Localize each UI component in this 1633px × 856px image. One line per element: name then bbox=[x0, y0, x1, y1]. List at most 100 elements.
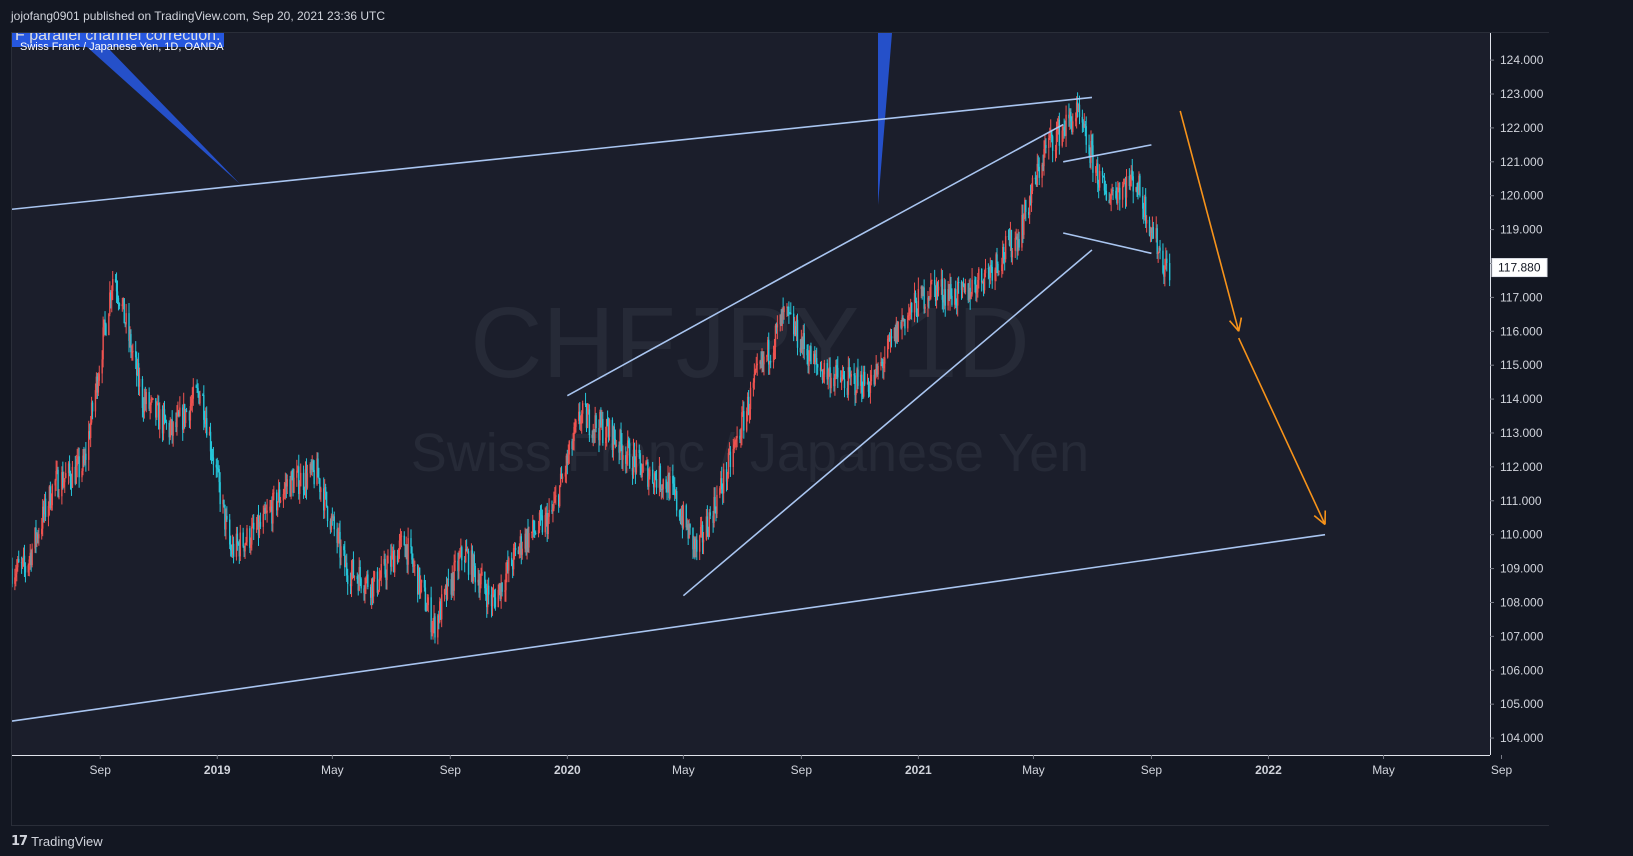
candle-body bbox=[613, 426, 616, 439]
candle-body bbox=[520, 536, 522, 555]
candle-body bbox=[732, 448, 734, 468]
time-axis[interactable]: Sep 2019 May Sep 2020 May Sep 2021 May Sep 2022 May… bbox=[12, 755, 1549, 826]
candle-body bbox=[621, 444, 623, 460]
candle-body bbox=[835, 365, 837, 377]
candle-body bbox=[470, 550, 473, 575]
trendline[interactable] bbox=[1063, 232, 1152, 255]
candle-body bbox=[1142, 195, 1144, 209]
candle-body bbox=[414, 564, 416, 566]
candle-body bbox=[102, 327, 104, 360]
arrow-head bbox=[1228, 320, 1240, 332]
candle-body bbox=[122, 298, 124, 305]
candle-body bbox=[340, 546, 342, 558]
candle-body bbox=[706, 516, 709, 533]
candle-body bbox=[633, 449, 636, 458]
candle-body bbox=[83, 455, 85, 464]
candle-body bbox=[451, 573, 453, 595]
candle-body bbox=[1007, 236, 1010, 238]
candle-body bbox=[1003, 246, 1005, 258]
candle-body bbox=[440, 601, 442, 620]
candle-body bbox=[559, 473, 562, 486]
candle-body bbox=[1101, 171, 1104, 176]
top-bar: jojofang0901 published on TradingView.co… bbox=[0, 0, 1633, 32]
candle-body bbox=[753, 374, 756, 383]
candle-body bbox=[75, 465, 77, 484]
candle-body bbox=[67, 463, 70, 474]
trendline[interactable] bbox=[12, 96, 1093, 211]
candle-body bbox=[814, 353, 816, 362]
trendline[interactable] bbox=[12, 533, 1326, 722]
candle-body bbox=[438, 615, 440, 623]
chart-area[interactable]: CHFJPY, 1D Swiss Franc / Japanese Yen 10… bbox=[11, 32, 1549, 826]
arrow-head bbox=[1237, 317, 1243, 332]
tradingview-brand[interactable]: 17 TradingView bbox=[11, 834, 103, 849]
price-tick-label: 108.000 bbox=[1500, 595, 1544, 609]
candle-body bbox=[1028, 196, 1031, 215]
candle-body bbox=[1061, 130, 1063, 146]
arrow-drawing[interactable] bbox=[1179, 110, 1243, 332]
trendline[interactable] bbox=[682, 249, 1093, 597]
candle-body bbox=[511, 558, 513, 566]
candle-body bbox=[748, 409, 751, 415]
candle-body bbox=[914, 292, 917, 302]
candle-body bbox=[365, 578, 367, 590]
candle-body bbox=[893, 328, 896, 339]
candle-body bbox=[661, 489, 663, 491]
price-chart[interactable]: CHFJPY, 1D Swiss Franc / Japanese Yen 10… bbox=[12, 33, 1549, 826]
candle-body bbox=[196, 387, 198, 389]
candle-body bbox=[237, 543, 240, 545]
candle-body bbox=[397, 549, 400, 563]
candle-body bbox=[377, 590, 380, 593]
candle-body bbox=[917, 288, 920, 317]
candle-body bbox=[195, 386, 197, 388]
candle-body bbox=[464, 560, 466, 562]
trendline[interactable] bbox=[800, 123, 1064, 268]
arrow-drawing[interactable] bbox=[1237, 337, 1327, 526]
time-tick-label: May bbox=[1022, 763, 1045, 777]
candle-body bbox=[963, 286, 966, 292]
candle-body bbox=[320, 488, 322, 492]
candle-body bbox=[339, 531, 341, 558]
candle-body bbox=[802, 333, 804, 350]
candle-body bbox=[101, 359, 103, 374]
candle-body bbox=[372, 578, 375, 597]
candle-body bbox=[405, 544, 407, 557]
candle-body bbox=[944, 289, 946, 306]
candle-body bbox=[843, 379, 846, 389]
time-tick-label: May bbox=[1372, 763, 1395, 777]
callout-pointer bbox=[87, 47, 240, 184]
candle-body bbox=[980, 268, 983, 283]
drawings[interactable] bbox=[12, 96, 1327, 722]
candle-body bbox=[1030, 190, 1033, 203]
trendline[interactable] bbox=[1063, 144, 1152, 163]
candle-body bbox=[37, 534, 39, 539]
candle-body bbox=[298, 466, 300, 494]
candle-body bbox=[345, 562, 347, 568]
candle-body bbox=[908, 314, 910, 316]
last-price-label: 117.880 bbox=[1498, 261, 1541, 275]
candle-body bbox=[1045, 144, 1047, 148]
candle-body bbox=[548, 509, 550, 517]
candle-body bbox=[1088, 144, 1090, 154]
price-axis[interactable]: 104.000 105.000 106.000 107.000 108.000 109.0… bbox=[1490, 33, 1549, 826]
candle-body bbox=[262, 513, 264, 527]
candle-body bbox=[168, 422, 170, 438]
candle-body bbox=[667, 474, 669, 493]
candle-body bbox=[1064, 130, 1066, 136]
candle-body bbox=[606, 419, 609, 427]
candle-body bbox=[591, 435, 593, 438]
candle-body bbox=[91, 402, 94, 412]
candle-body bbox=[43, 498, 46, 515]
candle-body bbox=[1110, 193, 1112, 200]
candle-body bbox=[922, 287, 924, 296]
candle-body bbox=[486, 595, 488, 608]
candle-body bbox=[310, 464, 312, 470]
trendline[interactable] bbox=[566, 266, 802, 397]
candle-body bbox=[478, 579, 480, 593]
candle-body bbox=[794, 326, 797, 335]
annotation-note[interactable]: F parallel channel correction. bbox=[12, 33, 225, 47]
candle-body bbox=[289, 479, 291, 497]
candle-body bbox=[977, 279, 979, 293]
candle-body bbox=[607, 426, 610, 437]
price-tick-label: 104.000 bbox=[1500, 731, 1544, 745]
